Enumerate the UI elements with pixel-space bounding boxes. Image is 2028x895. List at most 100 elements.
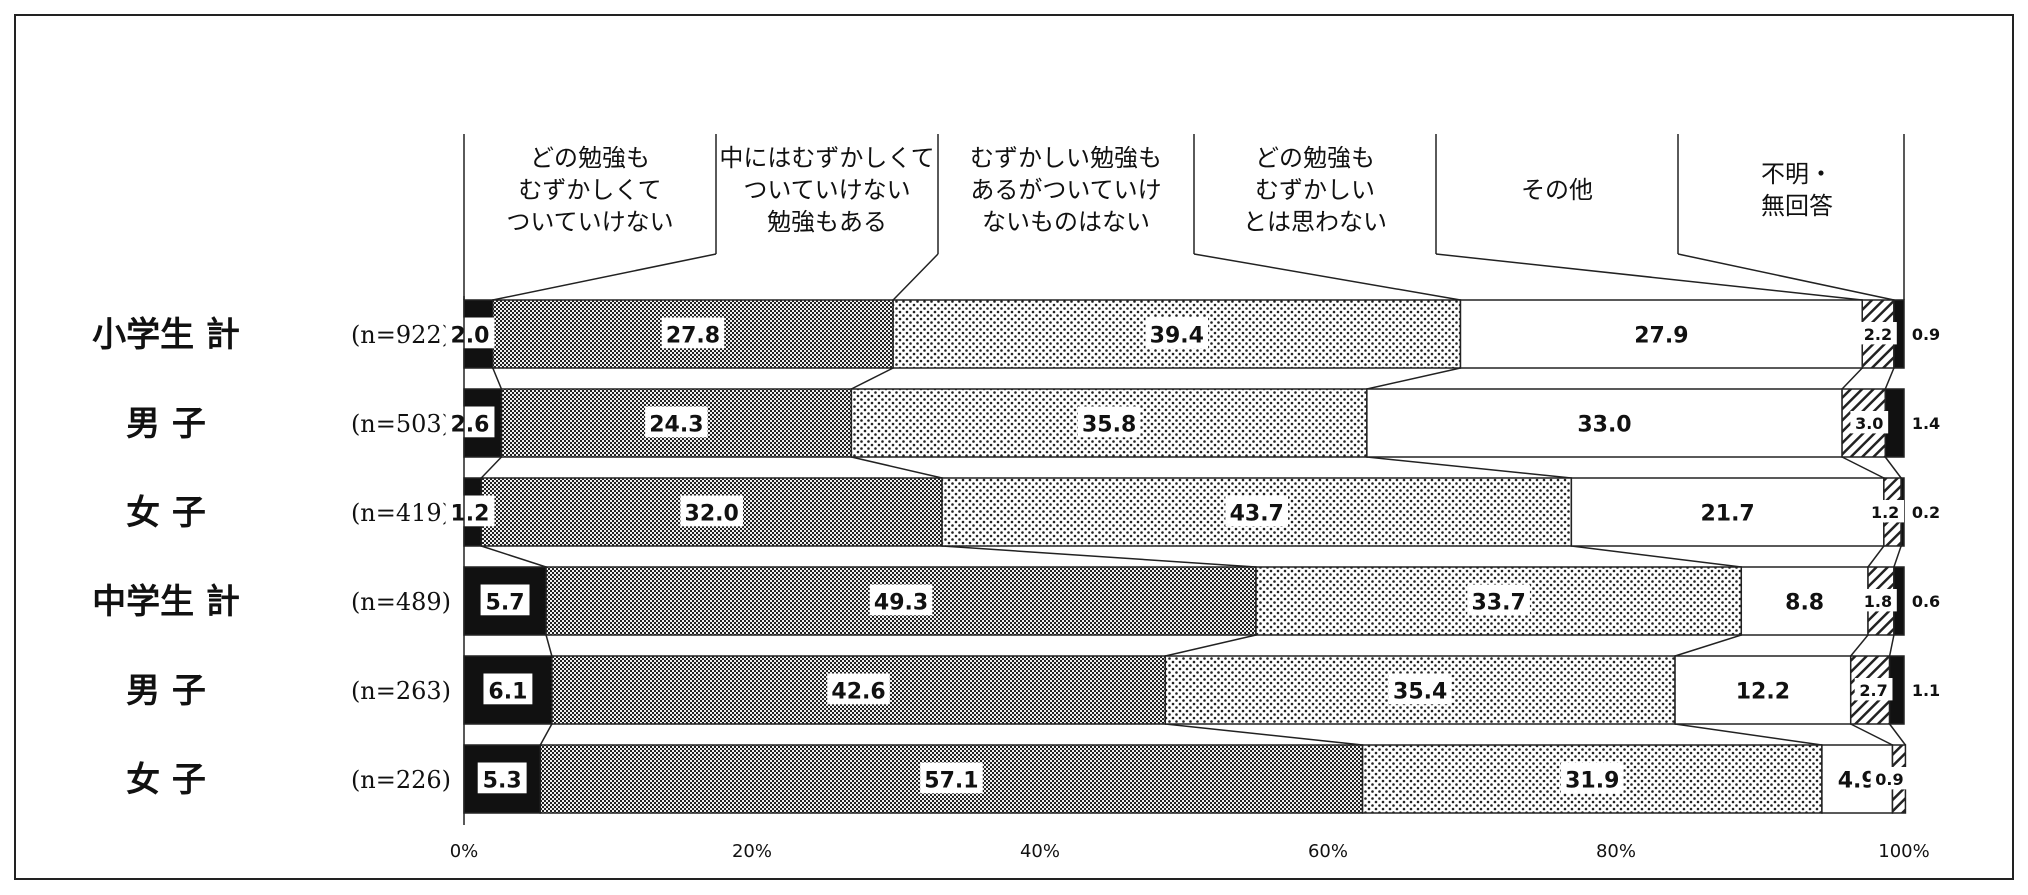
value-label: 32.0 bbox=[685, 501, 739, 526]
value-label-background bbox=[920, 762, 983, 794]
labels-layer: 小学生 計 (n=922) 2.0 27.8 39.4 27.9 2.2 0.9 男 子 (n=5… bbox=[92, 315, 1945, 800]
value-label-background bbox=[445, 406, 495, 438]
connector-line bbox=[539, 723, 553, 746]
header-leader-line bbox=[1193, 253, 1461, 301]
connector-line bbox=[480, 456, 502, 479]
x-axis: 0% 20% 40% 60% 80% 100% bbox=[450, 296, 1930, 862]
connector-line bbox=[1850, 634, 1869, 657]
value-label-background bbox=[1145, 317, 1209, 349]
connector-line bbox=[1165, 723, 1363, 746]
value-label-background bbox=[1225, 495, 1288, 527]
value-label: 33.0 bbox=[1577, 412, 1631, 437]
connector-line bbox=[1841, 367, 1863, 390]
legend-entry-line: とは思わない bbox=[1243, 208, 1387, 236]
connector-line bbox=[1867, 545, 1885, 568]
connector-line bbox=[492, 367, 503, 390]
value-label: 43.7 bbox=[1230, 501, 1284, 526]
legend-entry-line: ついていけない bbox=[506, 208, 673, 236]
x-tick-label: 0% bbox=[450, 841, 479, 862]
value-label: 1.2 bbox=[1871, 503, 1899, 522]
connector-line bbox=[1888, 634, 1895, 657]
connector-line bbox=[1571, 545, 1742, 568]
sample-size-label: (n=419) bbox=[351, 499, 451, 527]
value-label: 27.8 bbox=[666, 323, 720, 348]
value-label: 2.7 bbox=[1859, 681, 1887, 700]
legend-entry-line: 中にはむずかしくて bbox=[719, 144, 934, 172]
legend-entry-line: ないものはない bbox=[982, 208, 1150, 236]
legend-entry-line: その他 bbox=[1521, 176, 1593, 204]
header-layer: どの勉強もむずかしくてついていけない中にはむずかしくてついていけない勉強もあるむ… bbox=[463, 134, 1905, 301]
row-label: 男 子 bbox=[126, 671, 206, 711]
legend-entry-line: 不明・ bbox=[1761, 160, 1833, 188]
header-leader-line bbox=[492, 253, 717, 301]
connector-layer bbox=[480, 367, 1907, 746]
value-label-background bbox=[1859, 589, 1897, 612]
value-label: 2.6 bbox=[451, 412, 490, 437]
bars-layer bbox=[463, 299, 1907, 814]
connector-line bbox=[1850, 723, 1893, 746]
value-label: 2.2 bbox=[1864, 325, 1892, 344]
value-label: 5.3 bbox=[483, 768, 522, 793]
sample-size-label: (n=489) bbox=[351, 588, 451, 616]
row-label: 女 子 bbox=[126, 760, 206, 800]
row-label: 女 子 bbox=[126, 493, 206, 533]
legend-entry-line: むずかしい勉強も bbox=[970, 144, 1162, 172]
value-label-background bbox=[1388, 673, 1452, 705]
value-label-background bbox=[445, 495, 495, 527]
connector-line bbox=[1366, 456, 1572, 479]
value-label: 3.0 bbox=[1855, 414, 1883, 433]
sample-size-label: (n=226) bbox=[351, 766, 451, 794]
connector-line bbox=[851, 456, 943, 479]
value-label: 8.8 bbox=[1785, 590, 1824, 615]
connector-line bbox=[1165, 634, 1257, 657]
value-label-background bbox=[661, 317, 725, 349]
sample-size-label: (n=503) bbox=[351, 410, 451, 438]
value-label: 35.4 bbox=[1393, 679, 1447, 704]
bar-segment bbox=[1674, 655, 1852, 725]
value-label: 0.9 bbox=[1912, 325, 1940, 344]
sample-size-label: (n=263) bbox=[351, 677, 451, 705]
value-label: 5.7 bbox=[486, 590, 525, 615]
connector-line bbox=[481, 545, 547, 568]
value-label-background bbox=[1907, 411, 1945, 434]
chart-frame: どの勉強も むずかしくて ついていけない 中にはむずかしくて ついていけない 勉強もあるむ… bbox=[14, 14, 2014, 880]
connector-line bbox=[1889, 723, 1907, 746]
value-label-background bbox=[680, 495, 743, 527]
value-label: 1.1 bbox=[1912, 681, 1940, 700]
row-label: 男 子 bbox=[126, 404, 206, 444]
value-label: 57.1 bbox=[924, 768, 978, 793]
value-label: 27.9 bbox=[1634, 323, 1688, 348]
value-label: 33.7 bbox=[1471, 590, 1525, 615]
value-label: 39.4 bbox=[1150, 323, 1204, 348]
value-label-background bbox=[477, 762, 527, 794]
value-label: 1.8 bbox=[1864, 592, 1892, 611]
header-leader-line bbox=[1677, 253, 1895, 301]
value-label: 12.2 bbox=[1736, 679, 1790, 704]
value-label-background bbox=[1907, 678, 1945, 701]
legend-entry-line: どの勉強も bbox=[530, 144, 650, 172]
value-label-background bbox=[1907, 500, 1945, 523]
value-label-background bbox=[869, 584, 933, 616]
value-label: 0.9 bbox=[1875, 770, 1903, 789]
value-label-background bbox=[1859, 322, 1897, 345]
connector-line bbox=[1674, 634, 1742, 657]
stacked-bar-chart: どの勉強もむずかしくてついていけない中にはむずかしくてついていけない勉強もあるむ… bbox=[92, 134, 1945, 862]
connector-line bbox=[1841, 456, 1885, 479]
x-tick-label: 60% bbox=[1308, 841, 1348, 862]
x-tick-label: 80% bbox=[1596, 841, 1636, 862]
value-label: 31.9 bbox=[1565, 768, 1619, 793]
sample-size-label: (n=922) bbox=[351, 321, 451, 349]
x-tick-label: 100% bbox=[1878, 841, 1929, 862]
value-label: 6.1 bbox=[488, 679, 527, 704]
legend-entry-line: 勉強もある bbox=[767, 208, 887, 236]
legend-entry-line: むずかしくて bbox=[518, 176, 661, 204]
header-leader-line bbox=[1435, 253, 1863, 301]
value-label-background bbox=[827, 673, 890, 705]
legend-entry-line: 無回答 bbox=[1761, 192, 1833, 220]
value-label-background bbox=[1077, 406, 1141, 438]
value-label: 35.8 bbox=[1082, 412, 1136, 437]
value-label: 1.2 bbox=[451, 501, 490, 526]
value-label-background bbox=[1467, 584, 1530, 616]
x-tick-label: 20% bbox=[732, 841, 772, 862]
value-label: 1.4 bbox=[1912, 414, 1940, 433]
